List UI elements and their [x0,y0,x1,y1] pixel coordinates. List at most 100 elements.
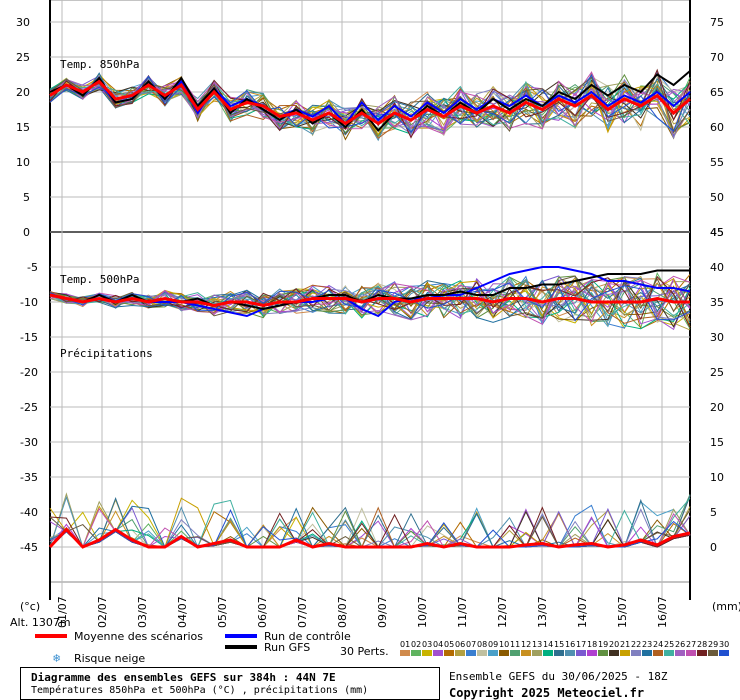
member-legend-swatch [686,650,696,656]
member-850-line [49,77,691,139]
chart-title: Diagramme des ensembles GEFS sur 384h : … [31,671,336,684]
member-legend-swatch [653,650,663,656]
tick-left-bottom: -15 [20,331,38,344]
tick-right-bottom: 35 [710,296,724,309]
left-unit: (°c) [20,600,40,613]
legend-mean-swatch [35,634,67,638]
member-legend-swatch [609,650,619,656]
member-legend-swatch [587,650,597,656]
legend-perts: 30 Perts. [340,645,389,658]
member-legend-swatch [631,650,641,656]
member-legend-swatch [499,650,509,656]
member-legend-swatch [708,650,718,656]
member-legend-swatch [455,650,465,656]
date-label: 16/07 [656,596,669,628]
member-legend-label: 27 [686,640,696,649]
tick-right-bottom: 15 [710,436,724,449]
member-legend-label: 02 [411,640,421,649]
date-label: 14/07 [576,596,589,628]
tick-right-bottom: 10 [710,471,724,484]
tick-left-top: 15 [16,121,30,134]
member-legend-label: 03 [422,640,432,649]
tick-left-bottom: -35 [20,471,38,484]
footer-title-box: Diagramme des ensembles GEFS sur 384h : … [20,667,440,700]
label-t500: Temp. 500hPa [60,273,139,286]
member-legend-label: 19 [598,640,608,649]
date-label: 15/07 [616,596,629,628]
tick-left-bottom: -25 [20,401,38,414]
run-info: Ensemble GEFS du 30/06/2025 - 18Z [449,670,668,683]
member-legend-label: 21 [620,640,630,649]
tick-left-bottom: -40 [20,506,38,519]
member-legend-label: 24 [653,640,663,649]
tick-left-top: 20 [16,86,30,99]
date-label: 02/07 [96,596,109,628]
tick-left-bottom: -45 [20,541,38,554]
member-legend-label: 26 [675,640,685,649]
member-legend-label: 05 [444,640,454,649]
member-legend-label: 22 [631,640,641,649]
member-legend-label: 01 [400,640,410,649]
member-legend-swatch [675,650,685,656]
member-legend-swatch [532,650,542,656]
member-legend-label: 11 [510,640,520,649]
tick-right-top: 65 [710,86,724,99]
right-unit: (mm) [712,600,740,613]
tick-right-bottom: 5 [710,506,717,519]
member-legend-swatch [477,650,487,656]
member-legend-label: 04 [433,640,443,649]
tick-left-bottom: -20 [20,366,38,379]
label-t850: Temp. 850hPa [60,58,139,71]
tick-right-bottom: 0 [710,541,717,554]
tick-right-top: 45 [710,226,724,239]
tick-left-top: 30 [16,16,30,29]
mean-500-line [49,293,690,308]
altitude-label: Alt. 1307m [10,616,71,629]
member-legend-label: 10 [499,640,509,649]
member-legend-swatch [411,650,421,656]
date-label: 12/07 [496,596,509,628]
date-label: 04/07 [176,596,189,628]
tick-right-bottom: 30 [710,331,724,344]
tick-left-top: 10 [16,156,30,169]
legend-gfs-swatch [225,645,257,649]
legend-mean: Moyenne des scénarios [74,630,203,643]
date-label: 01/07 [56,596,69,628]
ensemble-members [49,68,691,549]
member-legend-label: 28 [697,640,707,649]
tick-right-top: 75 [710,16,724,29]
mean-precip-line [48,527,691,549]
member-legend-label: 23 [642,640,652,649]
member-legend: 01 02 03 04 05 06 07 08 09 10 11 12 13 14 15 16 17 18 19 20… [400,640,729,656]
member-legend-swatch [576,650,586,656]
tick-left-bottom: -5 [27,261,38,274]
label-precip: Précipitations [60,347,153,360]
chart-subtitle: Températures 850hPa et 500hPa (°C) , pré… [31,685,369,696]
member-legend-swatch [510,650,520,656]
member-legend-swatch [422,650,432,656]
date-label: 09/07 [376,596,389,628]
date-label: 13/07 [536,596,549,628]
member-legend-label: 09 [488,640,498,649]
tick-right-bottom: 25 [710,366,724,379]
member-500-line [49,275,691,319]
member-legend-label: 20 [609,640,619,649]
member-legend-label: 12 [521,640,531,649]
tick-left-top: 5 [23,191,30,204]
member-legend-label: 18 [587,640,597,649]
member-legend-label: 17 [576,640,586,649]
member-legend-label: 08 [477,640,487,649]
legend-control-swatch [225,634,257,638]
member-legend-label: 15 [554,640,564,649]
member-legend-swatch [554,650,564,656]
member-850-line [49,75,691,130]
member-legend-label: 29 [708,640,718,649]
tick-right-top: 70 [710,51,724,64]
date-label: 08/07 [336,596,349,628]
member-legend-swatch [444,650,454,656]
tick-right-top: 50 [710,191,724,204]
member-legend-swatch [664,650,674,656]
member-legend-swatch [642,650,652,656]
member-legend-label: 30 [719,640,729,649]
